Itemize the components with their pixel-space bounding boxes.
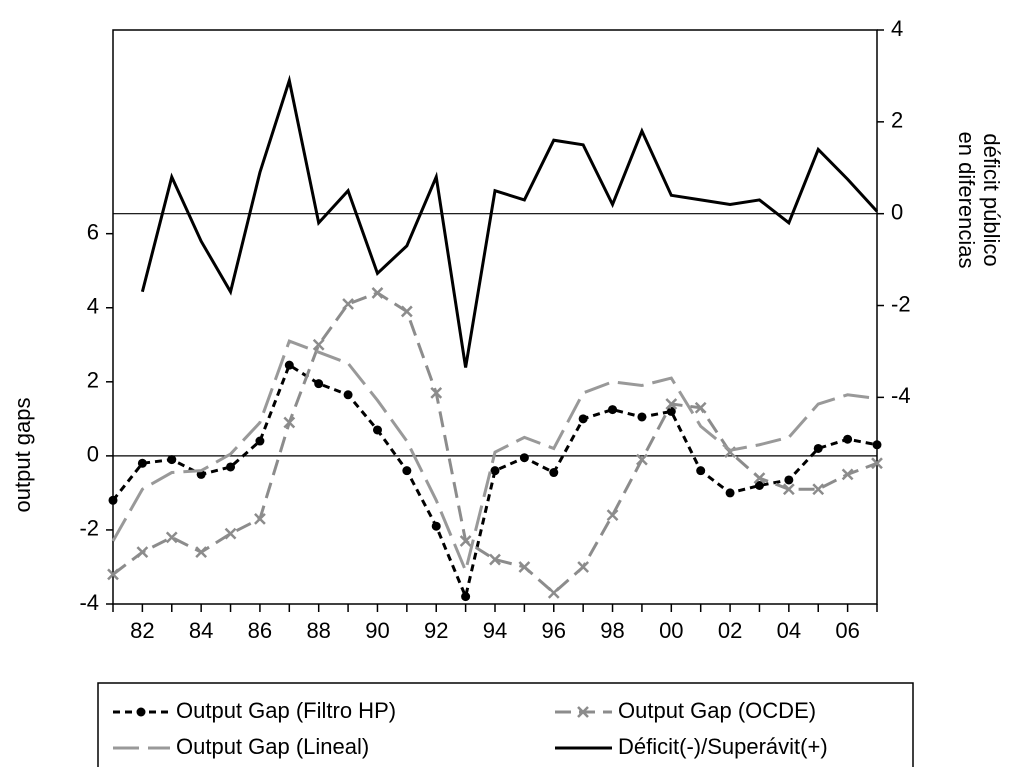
point: [606, 509, 619, 522]
point: [224, 527, 237, 540]
point: [167, 455, 177, 465]
point: [431, 521, 441, 531]
x-tick-label: 86: [248, 618, 272, 643]
y-tick-label: -4: [79, 590, 99, 615]
series-line: [140, 74, 879, 368]
point: [577, 561, 590, 573]
x-tick-label: 06: [835, 618, 859, 643]
x-tick-label: 88: [306, 618, 330, 643]
legend-marker: [577, 706, 589, 718]
point: [666, 406, 676, 416]
point: [165, 531, 178, 544]
y2-tick-label: 0: [891, 199, 903, 224]
y-tick-label: 2: [87, 368, 99, 393]
point: [608, 405, 618, 415]
point: [490, 466, 500, 476]
x-tick-label: 82: [130, 618, 154, 643]
x-tick-label: 04: [777, 618, 801, 643]
point: [284, 360, 294, 370]
x-tick-label: 92: [424, 618, 448, 643]
y-tick-label: 6: [87, 219, 99, 244]
point: [343, 390, 353, 400]
point: [107, 568, 119, 581]
point: [694, 401, 707, 414]
legend-label: Output Gap (Filtro HP): [176, 698, 396, 723]
point: [137, 458, 147, 468]
y-tick-label: -2: [79, 516, 99, 541]
point: [402, 466, 412, 476]
point: [843, 434, 853, 444]
point: [312, 338, 325, 351]
point: [108, 495, 118, 505]
point: [784, 475, 794, 485]
series-line: [111, 339, 878, 576]
point: [371, 287, 384, 299]
legend-label: Output Gap (OCDE): [618, 698, 816, 723]
legend-marker: [136, 707, 146, 717]
y-tick-label: 4: [87, 294, 99, 319]
x-tick-label: 98: [600, 618, 624, 643]
y-axis-label: output gaps: [10, 398, 35, 513]
point: [314, 379, 324, 389]
point: [753, 472, 766, 484]
point: [254, 512, 266, 525]
point: [461, 592, 471, 602]
point: [519, 453, 529, 463]
x-tick-label: 90: [365, 618, 389, 643]
point: [782, 483, 795, 496]
point: [195, 546, 208, 559]
point: [637, 412, 647, 422]
legend-label: Déficit(-)/Superávit(+): [618, 734, 828, 759]
x-tick-label: 84: [189, 618, 213, 643]
point: [489, 553, 501, 566]
point: [372, 425, 382, 435]
point: [841, 468, 854, 481]
point: [549, 468, 559, 478]
y2-tick-label: 4: [891, 16, 903, 41]
point: [518, 561, 531, 573]
point: [400, 305, 413, 318]
point: [696, 466, 706, 476]
point: [226, 462, 236, 472]
y2-tick-label: -4: [891, 383, 911, 408]
x-tick-label: 02: [718, 618, 742, 643]
y-tick-label: 0: [87, 442, 99, 467]
point: [871, 457, 883, 470]
point: [813, 443, 823, 453]
plot-frame: [112, 29, 878, 605]
point: [459, 535, 472, 547]
y2-axis-label: déficit público: [979, 133, 1004, 266]
y2-axis-label: en diferencias: [954, 132, 979, 269]
point: [754, 480, 764, 490]
point: [547, 587, 560, 599]
point: [636, 453, 648, 466]
x-tick-label: 96: [542, 618, 566, 643]
point: [255, 436, 265, 446]
legend-box: [97, 682, 914, 767]
point: [812, 483, 825, 496]
x-tick-label: 00: [659, 618, 683, 643]
y2-tick-label: -2: [891, 291, 911, 316]
point: [665, 398, 678, 410]
point: [136, 546, 149, 559]
y2-tick-label: 2: [891, 108, 903, 133]
x-tick-label: 94: [483, 618, 507, 643]
point: [430, 387, 443, 399]
point: [342, 298, 354, 310]
series-line: [112, 291, 878, 595]
point: [725, 488, 735, 498]
legend-label: Output Gap (Lineal): [176, 734, 369, 759]
point: [283, 416, 296, 429]
point: [578, 414, 588, 424]
point: [872, 440, 882, 450]
